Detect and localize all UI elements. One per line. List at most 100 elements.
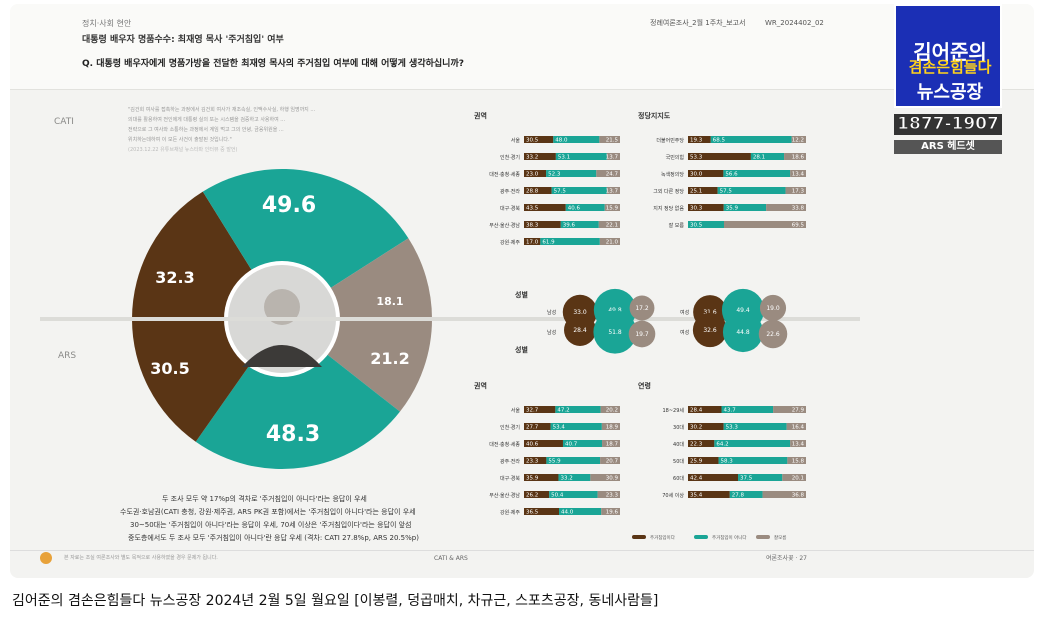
bar-value: 35.9 [726,206,739,212]
gender-value: 44.8 [736,329,750,336]
news-factory-logo: 김어준의 겸손은힘들다 뉴스공장 [894,4,1002,108]
bar-segment [555,153,607,160]
bar-value: 43.5 [526,206,539,212]
bar-value: 33.8 [792,206,805,212]
bar-value: 52.3 [548,172,561,178]
gender-label: 남성 [547,309,556,316]
bar-value: 19.6 [606,510,619,516]
bar-category: 대전·충청·세종 [489,171,520,178]
bar-value: 15.9 [606,206,619,212]
bar-segment [784,153,806,160]
bar-value: 40.7 [565,442,578,448]
quote-line: "김건희 여사를 접촉하는 과정에서 김건희 여사가 재조속실, 인맥수사실, … [128,107,316,113]
bar-segment [549,491,598,498]
bar-segment [553,136,600,143]
report-name: 정례여론조사_2월 1주차_보고서 [650,19,746,27]
survey-question: Q. 대통령 배우자에게 명품가방을 전달한 최재영 목사의 주거침입 여부에 … [82,59,464,69]
bar-segment [524,423,551,430]
report-code: WR_2024402_02 [765,19,824,27]
bar-segment [606,153,620,160]
bar-segment [738,474,783,481]
bar-value: 22.1 [606,223,618,229]
bar-value: 27.8 [732,493,745,499]
summary-line: 두 조사 모두 약 17%p의 격차로 '주거침입이 아니다'라는 응답이 우세 [162,495,367,503]
bar-value: 37.5 [740,476,753,482]
bar-value: 43.7 [724,408,737,414]
gender-bubble [593,310,637,354]
bar-value: 28.8 [526,189,539,195]
legend-swatch [632,535,646,539]
gender-bubble [758,319,788,349]
bar-value: 61.9 [542,240,555,246]
bar-category: 지지 정당 없음 [653,205,684,212]
bar-segment [688,187,718,194]
bar-value: 13.4 [792,442,805,448]
legend-label: 잘모름 [774,534,786,541]
bar-segment [601,508,620,515]
bar-value: 57.5 [554,189,567,195]
bar-segment [524,440,563,447]
page-number: 여론조사꽃 · 27 [766,555,807,562]
slice-value: 30.5 [150,359,189,378]
bar-value: 57.5 [720,189,733,195]
bar-segment [723,204,767,211]
bar-group-title: 권역 [474,111,487,120]
bar-segment [601,423,620,430]
bar-category: 30대 [673,424,684,431]
bar-category: 녹색정의당 [661,171,684,178]
bar-segment [688,491,730,498]
bar-value: 23.0 [526,172,539,178]
bar-value: 13.7 [606,189,619,195]
logo-line: 뉴스공장 [916,82,984,103]
bar-segment [600,457,620,464]
bar-value: 28.1 [753,155,765,161]
portrait-body [242,345,322,367]
bar-value: 24.7 [606,172,619,178]
bar-segment [718,457,788,464]
bar-category: 광주·전라 [500,188,520,195]
bar-category: 대구·경북 [500,205,520,212]
gender-label: 여성 [680,329,689,336]
bar-value: 30.5 [526,138,539,144]
bar-value: 30.5 [690,223,703,229]
bar-value: 20.1 [792,476,804,482]
bar-segment [540,238,600,245]
summary-line: 중도층에서도 두 조사 모두 '주거침입이 아니다'란 응답 우세 (격차: C… [128,534,419,542]
gender-bubble [722,311,764,353]
pie-slice-ars [195,319,400,469]
bar-value: 21.0 [606,240,619,246]
bar-segment [606,187,620,194]
bar-category: 부산·울산·경남 [489,492,520,499]
bar-value: 33.2 [526,155,538,161]
logo-line: 겸손은힘들다 [908,58,992,76]
bar-value: 55.9 [548,459,561,465]
bar-segment [688,221,724,228]
bar-segment [524,136,554,143]
bar-category: 60대 [673,475,684,482]
bar-segment [524,153,556,160]
bar-value: 23.3 [606,493,619,499]
bar-value: 35.9 [526,476,539,482]
gender-bubble [759,294,787,322]
bar-value: 36.8 [792,493,805,499]
bar-value: 68.5 [713,138,726,144]
bar-segment [562,440,603,447]
gender-label: 남성 [547,329,556,336]
bar-category: 광주·전라 [500,458,520,465]
slice-value: 49.6 [262,193,316,218]
ars-label: ARS [58,351,77,361]
bar-value: 30.2 [690,425,702,431]
bar-value: 40.6 [568,206,581,212]
gender-value: 33.0 [573,309,587,316]
bar-value: 17.0 [526,240,539,246]
bar-value: 18.7 [606,442,619,448]
gender-value: 22.6 [766,331,780,338]
bar-value: 23.3 [526,459,539,465]
bar-category: 대구·경북 [500,475,520,482]
bar-segment [546,170,597,177]
bar-segment [524,474,559,481]
ars-label-logo: ARS 헤드셋 [894,140,1002,154]
gender-title-ars: 성별 [515,345,528,354]
bar-value: 12.2 [792,138,804,144]
